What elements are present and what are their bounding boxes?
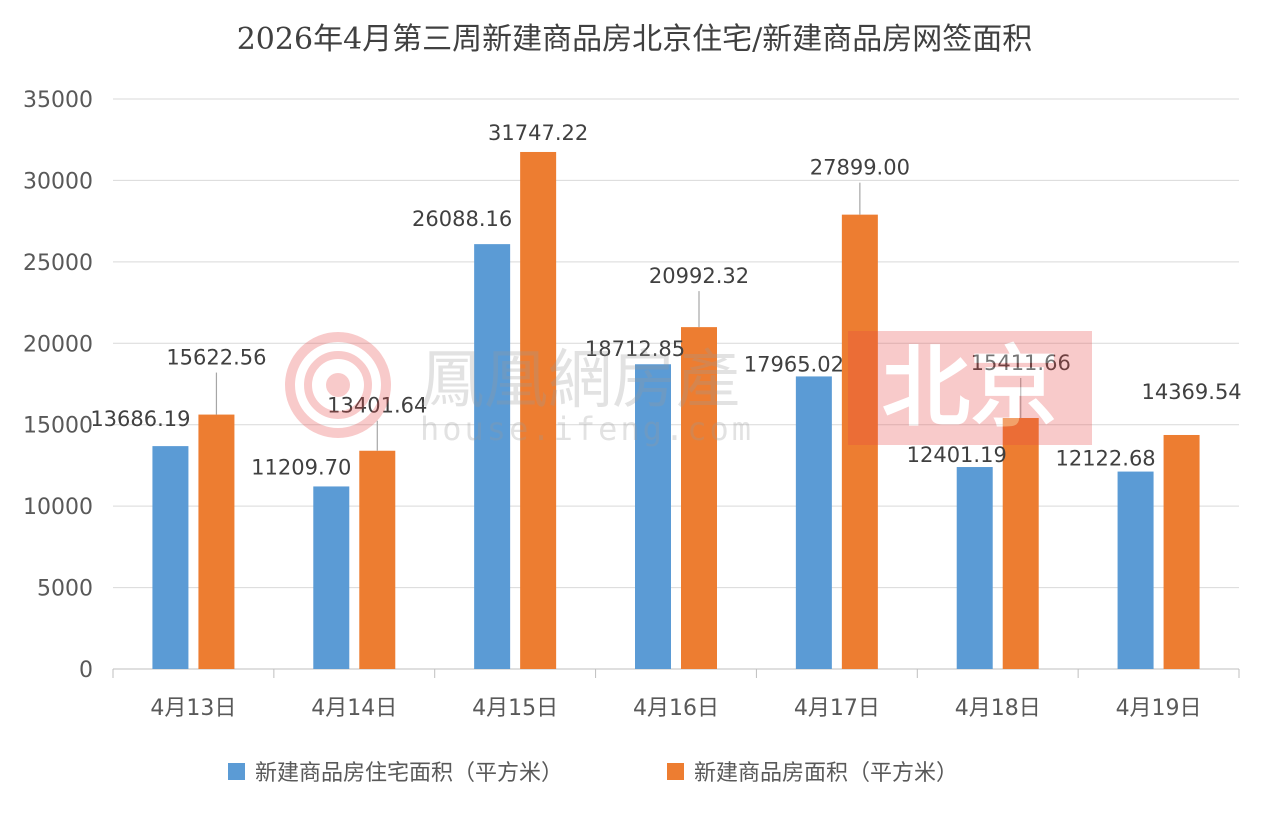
data-label: 27899.00 xyxy=(810,156,910,180)
y-tick-label: 10000 xyxy=(23,495,93,520)
x-tick-label: 4月18日 xyxy=(955,696,1041,721)
bar-total xyxy=(1002,418,1039,669)
watermark: 鳳凰網房產 house.ifeng.com 北京 xyxy=(285,331,1092,448)
bar-residential xyxy=(635,364,671,669)
bar-total xyxy=(841,214,878,670)
legend-label: 新建商品房面积（平方米） xyxy=(694,761,958,786)
legend-label: 新建商品房住宅面积（平方米） xyxy=(255,761,563,786)
bar-residential xyxy=(152,446,189,669)
data-label: 12401.19 xyxy=(907,443,1007,467)
bar-total xyxy=(359,450,396,669)
y-tick-label: 35000 xyxy=(23,88,93,113)
x-tick-label: 4月15日 xyxy=(472,696,558,721)
data-label: 15411.66 xyxy=(971,351,1071,375)
data-label: 26088.16 xyxy=(412,207,512,231)
bar-residential xyxy=(1117,471,1154,669)
y-tick-label: 15000 xyxy=(23,414,93,439)
phoenix-logo-icon xyxy=(285,332,391,438)
watermark-brand: 鳳凰網房產 xyxy=(420,344,740,418)
bar-total xyxy=(198,414,235,669)
gridlines xyxy=(113,98,1239,670)
legend-swatch xyxy=(228,763,245,780)
data-label: 13401.64 xyxy=(327,394,427,418)
watermark-url: house.ifeng.com xyxy=(420,410,754,448)
data-label: 11209.70 xyxy=(251,455,351,479)
data-label: 17965.02 xyxy=(744,352,844,376)
legend: 新建商品房住宅面积（平方米） 新建商品房面积（平方米） xyxy=(228,761,958,786)
chart-title: 2026年4月第三周新建商品房北京住宅/新建商品房网签面积 xyxy=(236,22,1033,57)
bar-total xyxy=(681,327,717,669)
x-tick-label: 4月14日 xyxy=(311,696,397,721)
y-tick-label: 30000 xyxy=(23,169,93,194)
watermark-city-badge xyxy=(848,331,1092,445)
data-label: 15622.56 xyxy=(166,346,266,370)
x-tick-label: 4月13日 xyxy=(150,696,236,721)
bars xyxy=(152,151,1200,670)
bar-residential xyxy=(956,467,993,669)
watermark-city: 北京 xyxy=(882,336,1058,439)
data-label: 13686.19 xyxy=(90,407,190,431)
y-tick-label: 5000 xyxy=(37,577,93,602)
data-label: 18712.85 xyxy=(585,337,685,361)
bar-residential xyxy=(313,486,350,669)
bar-residential xyxy=(474,244,511,669)
data-label: 14369.54 xyxy=(1141,380,1241,404)
data-labels: 13686.19 15622.56 11209.70 13401.64 26088.16… xyxy=(90,121,1241,479)
data-label: 20992.32 xyxy=(649,264,749,288)
y-tick-label: 25000 xyxy=(23,251,93,276)
data-label: 12122.68 xyxy=(1055,447,1155,471)
bar-total xyxy=(520,151,557,669)
bar-total xyxy=(1163,434,1200,669)
x-axis: 4月13日 4月14日 4月15日 4月16日 4月17日 4月18日 4月19日 xyxy=(112,669,1240,721)
y-tick-label: 20000 xyxy=(23,332,93,357)
bar-residential xyxy=(795,376,832,669)
legend-swatch xyxy=(667,763,684,780)
y-axis: 0 5000 10000 15000 20000 25000 30000 35000 xyxy=(23,88,93,683)
data-label: 31747.22 xyxy=(488,121,588,145)
x-tick-label: 4月17日 xyxy=(794,696,880,721)
x-tick-label: 4月16日 xyxy=(633,696,719,721)
y-tick-label: 0 xyxy=(79,658,93,683)
x-tick-label: 4月19日 xyxy=(1116,696,1202,721)
